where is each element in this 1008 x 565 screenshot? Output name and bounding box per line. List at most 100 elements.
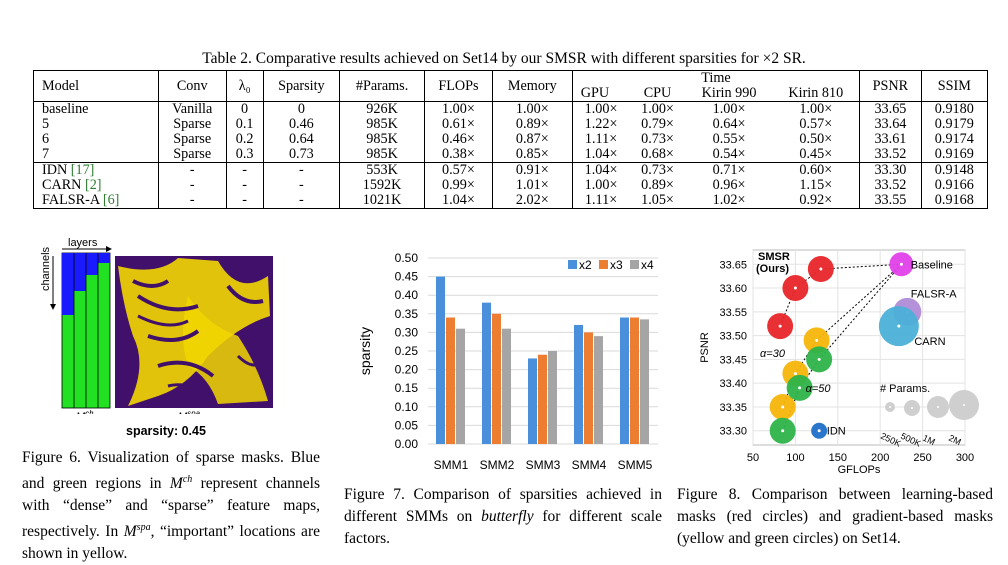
table-cell: 6 bbox=[42, 131, 50, 147]
table-cell: 0.1 bbox=[225, 117, 264, 132]
table-caption: Table 2. Comparative results achieved on… bbox=[202, 50, 806, 67]
y-tick-label: 0.20 bbox=[395, 363, 419, 377]
table-cell: 0.57× bbox=[799, 116, 833, 132]
y-tick-label: 33.40 bbox=[719, 378, 747, 390]
table-cell: - bbox=[262, 162, 340, 178]
fig8-scatter-chart: 33.30 33.35 33.40 33.45 33.50 33.55 33.60 33.65… bbox=[699, 249, 979, 476]
table-cell: 33.64 bbox=[859, 117, 922, 132]
col-memory: Memory bbox=[491, 70, 573, 102]
table-cell: - bbox=[157, 193, 227, 209]
table-row: FALSR-A [6] - - -1021K 1.04× 2.02× 1.11× 1.05× 1… bbox=[34, 193, 988, 209]
table-cell: - bbox=[225, 178, 264, 193]
table-cell: Sparse bbox=[157, 132, 227, 147]
table-cell: 985K bbox=[339, 132, 425, 147]
y-tick-label: 0.25 bbox=[395, 344, 419, 358]
bar-x2-SMM4 bbox=[574, 324, 583, 444]
citation-link[interactable]: [6] bbox=[102, 192, 120, 208]
table-cell: 0 bbox=[225, 101, 264, 117]
table-row: CARN [2] - - -1592K 0.99× 1.01× 1.00× 0.89× 0.96… bbox=[34, 178, 988, 193]
legend-swatch-x2 bbox=[568, 260, 577, 269]
x-tick-label: SMM1 bbox=[434, 458, 469, 472]
y-tick-label: 33.55 bbox=[719, 307, 747, 319]
col-flops: FLOPs bbox=[423, 70, 493, 102]
model-name-cell: CARN [2] bbox=[34, 178, 159, 193]
table-cell: 0.73× bbox=[641, 131, 674, 147]
table-cell: 0.73 bbox=[262, 147, 340, 163]
table-cell: 1.11× bbox=[571, 132, 630, 147]
table-cell: 0.46 bbox=[262, 117, 340, 132]
bar-x3-SMM2 bbox=[492, 313, 501, 444]
legend-label-x3: x3 bbox=[610, 258, 623, 272]
col-model: Model bbox=[42, 77, 80, 94]
table-cell: - bbox=[157, 178, 227, 193]
fig8-caption: Figure 8. Comparison between learning-ba… bbox=[677, 486, 993, 547]
table-cell: 0.87× bbox=[491, 132, 573, 147]
y-axis-label: sparsity bbox=[357, 327, 373, 375]
point-center bbox=[815, 338, 819, 342]
bar-x3-SMM3 bbox=[538, 354, 547, 444]
connector-line bbox=[779, 287, 796, 327]
mch-blue-4 bbox=[98, 253, 110, 263]
citation-link[interactable]: [2] bbox=[84, 177, 102, 193]
col-gpu: GPU bbox=[571, 86, 630, 102]
table-cell: Vanilla bbox=[157, 101, 227, 117]
table-cell: 0.55× bbox=[712, 131, 746, 147]
table-row: 5 Sparse 0.1 0.46 985K 0.61× 0.89× 1.22× 0.79× 0.… bbox=[34, 117, 988, 132]
table-cell: - bbox=[262, 178, 340, 193]
point-center bbox=[899, 262, 903, 266]
table-cell: 0.64 bbox=[262, 132, 340, 147]
table-cell: baseline bbox=[42, 101, 89, 117]
connector-line bbox=[820, 263, 902, 270]
mspa-mask bbox=[115, 256, 273, 408]
annotation-idn: IDN bbox=[827, 426, 846, 438]
mch-blue-3 bbox=[86, 253, 98, 275]
col-kirin810: Kirin 810 bbox=[788, 85, 844, 101]
table-cell: 0.2 bbox=[225, 132, 264, 147]
col-conv: Conv bbox=[157, 70, 227, 102]
annotation-ours: (Ours) bbox=[756, 263, 789, 275]
y-tick-label: 0.15 bbox=[395, 381, 419, 395]
y-tick-label: 0.10 bbox=[395, 400, 419, 414]
x-tick-label: SMM5 bbox=[618, 458, 653, 472]
x-tick-label: 300 bbox=[956, 452, 974, 464]
bar-x2-SMM1 bbox=[436, 276, 445, 444]
legend-label-x2: x2 bbox=[579, 258, 592, 272]
y-tick-label: 33.60 bbox=[719, 283, 747, 295]
table-cell: - bbox=[157, 162, 227, 178]
x-tick-label: SMM2 bbox=[480, 458, 515, 472]
results-table: Model Conv λ₀ Sparsity #Params. FLOPs Me… bbox=[33, 70, 988, 209]
col-cpu: CPU bbox=[643, 85, 672, 101]
mch-label: Mch bbox=[76, 409, 94, 414]
bar-x3-SMM5 bbox=[630, 317, 639, 444]
table-cell: 1.00× bbox=[491, 101, 573, 117]
table-cell: 33.61 bbox=[859, 132, 922, 147]
y-tick-label: 33.50 bbox=[719, 331, 747, 343]
table-cell: 0.60× bbox=[799, 162, 833, 178]
y-tick-label: 0.30 bbox=[395, 325, 419, 339]
table-cell: 1021K bbox=[339, 193, 425, 209]
bar-x2-SMM2 bbox=[482, 302, 491, 444]
layers-arrow-head bbox=[106, 246, 112, 252]
point-center bbox=[781, 429, 785, 433]
table-cell: 0.99× bbox=[423, 178, 493, 193]
table-cell: 0.9166 bbox=[920, 178, 988, 193]
table-group-others: IDN [17] - - -553K 0.57× 0.91× 1.04× 0.73× 0.71×… bbox=[34, 162, 988, 209]
table-cell: 0.79× bbox=[641, 116, 674, 132]
table-cell: 33.30 bbox=[859, 162, 922, 178]
bar-x2-SMM5 bbox=[620, 317, 629, 444]
bar-x4-SMM3 bbox=[548, 351, 557, 444]
col-ssim: SSIM bbox=[920, 70, 988, 102]
channels-label: channels bbox=[40, 246, 52, 291]
citation-link[interactable]: [17] bbox=[70, 162, 95, 178]
table-cell: 1.04× bbox=[423, 193, 493, 209]
table-cell: 1.00× bbox=[799, 101, 833, 117]
point-center bbox=[793, 372, 797, 376]
bar-x4-SMM1 bbox=[456, 328, 465, 444]
annotation-smsr: SMSR bbox=[758, 251, 790, 263]
annotation-carn: CARN bbox=[914, 336, 945, 348]
table-cell: 0.89× bbox=[641, 177, 674, 193]
table-cell: 1.02× bbox=[712, 192, 746, 208]
model-name: IDN bbox=[42, 162, 68, 178]
model-name-cell: IDN [17] bbox=[34, 163, 159, 179]
table-cell: 0 bbox=[262, 101, 340, 117]
